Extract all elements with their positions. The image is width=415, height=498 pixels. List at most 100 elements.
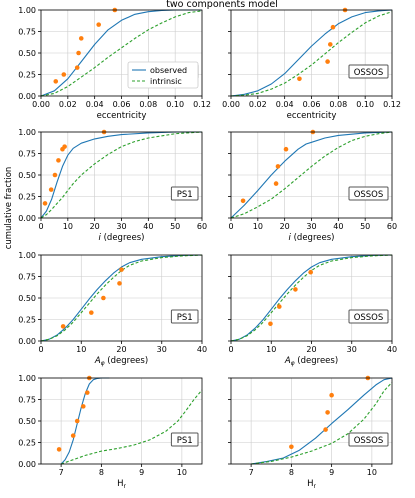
y-tick-label: 0.75 [18, 396, 36, 405]
x-tick-label: 0.12 [383, 100, 401, 109]
x-tick-label: 30 [116, 222, 126, 231]
series-line-intrinsic [230, 131, 393, 219]
x-axis-label: i (degrees) [99, 233, 145, 243]
x-axis-label: Aφ (degrees) [284, 356, 338, 367]
data-point [61, 72, 67, 77]
y-tick-label: 0.25 [18, 316, 36, 325]
y-tick-label: 0.00 [18, 214, 36, 223]
data-point [325, 410, 330, 415]
x-tick-label: 0.12 [193, 100, 211, 109]
survey-label: OSSOS [354, 68, 384, 78]
x-tick-label: 60 [197, 222, 207, 231]
x-tick-label: 8 [99, 468, 104, 477]
series-line-intrinsic [230, 254, 393, 342]
data-point [60, 324, 66, 329]
series-line-observed [230, 131, 393, 219]
y-tick-label: 1.00 [18, 128, 36, 137]
y-tick-label: 0.50 [18, 49, 36, 58]
x-tick-label: 20 [280, 222, 290, 231]
data-point [53, 79, 59, 84]
data-point [84, 390, 90, 395]
x-tick-label: 0.04 [276, 100, 294, 109]
y-tick-label: 1.00 [18, 6, 36, 15]
data-point [56, 158, 61, 163]
y-tick-label: 0.25 [18, 439, 36, 448]
data-point [330, 24, 336, 30]
x-axis-label: eccentricity [97, 111, 147, 121]
x-tick-label: 50 [360, 222, 370, 231]
series-line-intrinsic [230, 11, 393, 97]
x-tick-label: 0.04 [86, 100, 104, 109]
x-axis-label: eccentricity [287, 111, 337, 121]
x-tick-label: 60 [387, 222, 397, 231]
data-point [74, 65, 80, 70]
x-tick-label: 10 [177, 468, 187, 477]
series-line-observed [40, 254, 203, 342]
panel-ossos-2: 0 10 20 30 40 Aφ (degrees) OSSOS [228, 254, 397, 367]
data-point [308, 269, 313, 275]
x-tick-label: 0.08 [139, 100, 157, 109]
x-tick-label: 7 [59, 468, 64, 477]
data-point [80, 404, 86, 409]
x-tick-label: 9 [329, 468, 334, 477]
data-point [48, 187, 54, 192]
panels: 0.00 0.02 0.04 0.06 0.08 0.10 0.12 0.00 0.25 0.50… [18, 6, 401, 490]
data-point [52, 172, 58, 178]
x-tick-label: 20 [116, 345, 126, 354]
x-tick-label: 0.08 [329, 100, 347, 109]
y-tick-label: 0.50 [18, 294, 36, 303]
series-line-intrinsic [40, 10, 203, 97]
data-point [329, 392, 334, 398]
y-tick-label: 1.00 [18, 251, 36, 260]
x-axis-label: Hr [117, 479, 126, 490]
survey-label-box [170, 432, 199, 447]
survey-label-box [170, 309, 199, 324]
data-point [70, 433, 76, 438]
panel-ps1-0: 0.00 0.02 0.04 0.06 0.08 0.10 0.12 0.00 0.25 0.50… [18, 6, 211, 121]
data-point [117, 281, 122, 286]
data-point [96, 22, 101, 27]
data-point [119, 267, 124, 272]
survey-label-box [348, 309, 389, 324]
x-tick-label: 10 [76, 345, 86, 354]
x-tick-label: 0.06 [113, 100, 131, 109]
x-tick-label: 20 [306, 345, 316, 354]
series-line-observed [230, 254, 393, 342]
panel-ps1-1: 0 10 20 30 40 50 60 0.00 0.25 0.50 0.75 1.00 i (degr… [18, 128, 207, 243]
x-axis-label: i (degrees) [289, 233, 335, 243]
survey-label-box [170, 186, 199, 201]
legend-label-intrinsic: intrinsic [150, 77, 182, 86]
data-point [101, 295, 106, 301]
x-tick-label: 30 [306, 222, 316, 231]
survey-label: PS1 [177, 190, 193, 200]
y-tick-label: 0.00 [18, 337, 36, 346]
figure-title: two components model [166, 0, 278, 10]
data-point [89, 310, 94, 315]
x-tick-label: 0.02 [59, 100, 77, 109]
legend-box [127, 61, 199, 89]
x-tick-label: 10 [367, 468, 377, 477]
survey-label: PS1 [177, 436, 193, 446]
x-tick-label: 40 [143, 222, 153, 231]
data-point [327, 42, 333, 47]
data-point [283, 146, 289, 152]
y-tick-label: 0.75 [18, 150, 36, 159]
x-tick-label: 0 [228, 222, 233, 231]
panel-ps1-2: 0 10 20 30 40 0.00 0.25 0.50 0.75 1.00 Aφ (degrees… [18, 251, 207, 367]
x-tick-label: 0.00 [222, 100, 240, 109]
x-tick-label: 0 [38, 222, 43, 231]
x-tick-label: 0.00 [32, 100, 50, 109]
legend-label-observed: observed [150, 66, 187, 75]
data-point [42, 201, 48, 206]
y-axis-label: cumulative fraction [4, 167, 14, 250]
x-tick-label: 10 [266, 345, 276, 354]
y-tick-label: 0.75 [18, 28, 36, 37]
data-point [323, 427, 328, 432]
x-tick-label: 9 [139, 468, 144, 477]
x-tick-label: 0.10 [356, 100, 374, 109]
data-point [275, 164, 281, 169]
survey-label: PS1 [177, 313, 193, 323]
data-point [293, 287, 298, 292]
data-point [289, 444, 294, 450]
